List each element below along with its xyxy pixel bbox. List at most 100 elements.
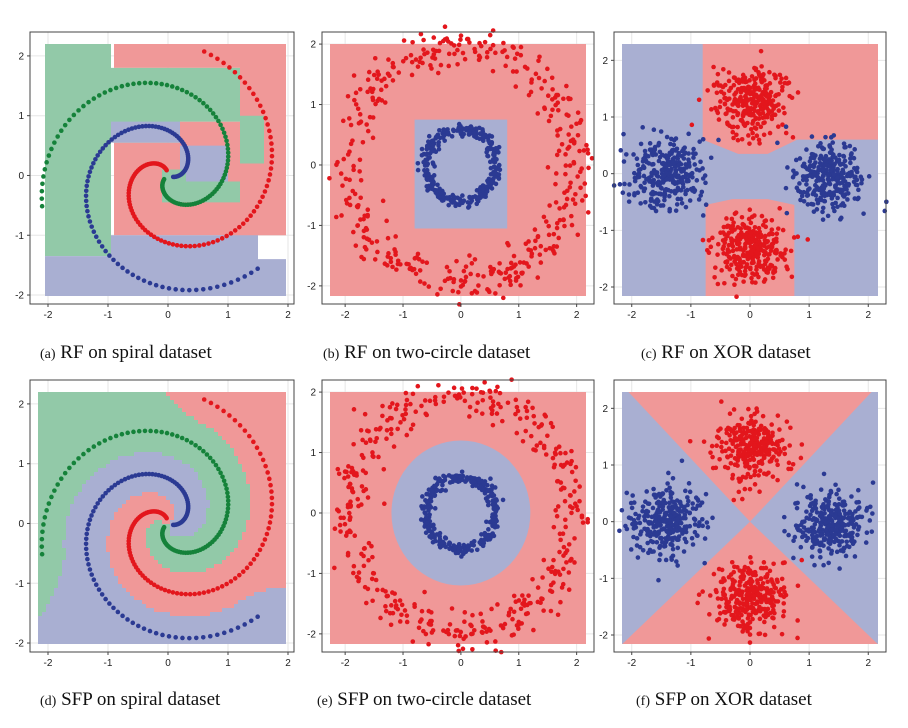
region-cell — [98, 400, 103, 405]
region-cell — [242, 464, 247, 469]
point-red — [763, 277, 768, 282]
region-cell — [230, 448, 235, 453]
region-cell — [114, 412, 119, 417]
region-cell — [174, 424, 179, 429]
region-cell — [198, 460, 203, 465]
point-red — [349, 123, 354, 128]
region-cell — [130, 412, 135, 417]
region-cell — [138, 416, 143, 421]
region-cell — [70, 528, 75, 533]
region-cell — [74, 480, 79, 485]
region-cell — [158, 452, 163, 457]
point-red — [730, 217, 735, 222]
region-cell — [150, 548, 155, 553]
region-cell — [198, 420, 203, 425]
region-cell — [86, 472, 91, 477]
region-cell — [62, 492, 67, 497]
region-cell — [78, 432, 83, 437]
region-cell — [262, 412, 267, 417]
y-tick-label: -2 — [599, 283, 608, 294]
region-cell — [250, 544, 255, 549]
point-blue — [820, 210, 825, 215]
region-cell — [58, 472, 63, 477]
region-cell — [38, 392, 43, 397]
region-cell — [66, 500, 71, 505]
region-cell — [198, 456, 203, 461]
point-red — [465, 37, 470, 42]
region-cell — [210, 508, 215, 513]
region-cell — [66, 492, 71, 497]
region-cell — [94, 396, 99, 401]
region-cell — [258, 492, 263, 497]
region-cell — [230, 520, 235, 525]
region-cell — [186, 456, 191, 461]
region-cell — [74, 488, 79, 493]
region-cell — [194, 504, 199, 509]
point-red — [375, 239, 380, 244]
region-cell — [242, 508, 247, 513]
region-cell — [70, 408, 75, 413]
region-cell — [186, 432, 191, 437]
region-cell — [246, 396, 251, 401]
region-cell — [126, 560, 131, 565]
point-red — [757, 138, 762, 143]
point-red — [759, 78, 764, 83]
point-red — [754, 265, 759, 270]
region-cell — [142, 488, 147, 493]
point-red — [757, 226, 762, 231]
region-cell — [50, 468, 55, 473]
region-cell — [262, 408, 267, 413]
region-cell — [50, 520, 55, 525]
region-cell — [90, 472, 95, 477]
point-red — [721, 67, 726, 72]
point-red — [716, 72, 721, 77]
region-cell — [230, 528, 235, 533]
region-cell — [82, 404, 87, 409]
region-cell — [122, 448, 127, 453]
region-cell — [126, 444, 131, 449]
point-red — [547, 119, 552, 124]
region-cell — [74, 416, 79, 421]
region-cell — [134, 484, 139, 489]
region-cell — [226, 396, 231, 401]
region-cell — [202, 496, 207, 501]
region-cell — [210, 520, 215, 525]
region-cell — [138, 552, 143, 557]
point-red — [351, 164, 356, 169]
region-cell — [222, 468, 227, 473]
region-cell — [70, 480, 75, 485]
point-red — [792, 235, 797, 240]
point-red — [747, 217, 752, 222]
point-blue — [652, 147, 657, 152]
point-red — [353, 192, 358, 197]
region-cell — [170, 540, 175, 545]
point-blue — [103, 249, 108, 254]
region-cell — [282, 404, 287, 409]
point-red — [258, 103, 263, 108]
region-cell — [254, 416, 259, 421]
region-cell — [274, 548, 279, 553]
point-red — [741, 79, 746, 84]
point-red — [555, 128, 560, 133]
region-cell — [234, 512, 239, 517]
point-red — [741, 279, 746, 284]
region-cell — [70, 444, 75, 449]
region-cell — [90, 452, 95, 457]
point-red — [724, 111, 729, 116]
x-tick-label: 2 — [285, 310, 291, 321]
region-cell — [246, 504, 251, 509]
region-cell — [66, 544, 71, 549]
region-cell — [202, 468, 207, 473]
region-cell — [282, 448, 287, 453]
region-cell — [250, 428, 255, 433]
region-cell — [106, 464, 111, 469]
region-cell — [86, 484, 91, 489]
point-blue — [676, 163, 681, 168]
point-red — [427, 284, 432, 289]
region-cell — [278, 464, 283, 469]
region-cell — [186, 540, 191, 545]
point-red — [473, 257, 478, 262]
point-red — [564, 84, 569, 89]
region-cell — [186, 544, 191, 549]
point-red — [560, 142, 565, 147]
